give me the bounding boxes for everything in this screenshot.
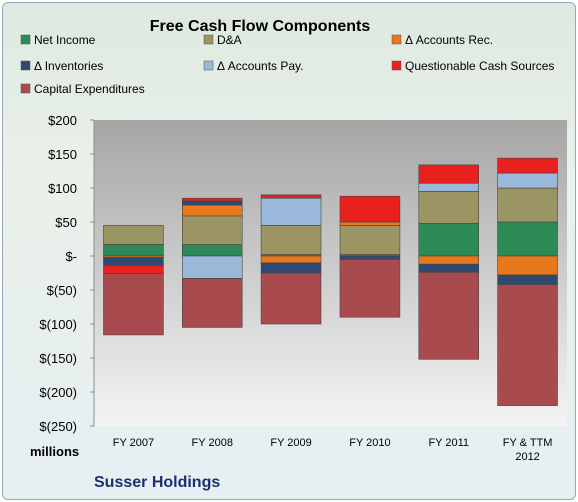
legend-label: Δ Inventories [34,59,103,73]
bar-segment [418,182,479,192]
bar-segment [103,225,164,245]
y-tick-label: $(200) [39,385,77,400]
bar-segment [103,273,164,336]
bar-segment [418,223,479,257]
bar-segment [497,187,558,223]
y-axis-ticks: $200 $150 $100 $50 $- $(50) $(100) $(150) $(200)… [39,113,94,434]
bar-segment [103,257,164,266]
legend-label: Net Income [34,33,96,47]
bar-segment [182,278,243,328]
bar-segment [418,255,479,265]
plot-area [94,120,567,426]
legend: Net Income D&A Δ Accounts Rec. Δ Inventorie… [20,33,554,96]
y-tick-label: $200 [48,113,77,128]
bar-segment [497,172,558,189]
bar-segment [260,225,322,255]
y-tick-label: $(150) [39,351,77,366]
bar-segment [182,200,243,206]
legend-swatch [203,34,214,45]
y-tick-label: $(50) [47,283,77,298]
x-category-label: FY & TTM 2012 [503,437,553,463]
chart-title: Free Cash Flow Components [150,18,371,35]
legend-swatch [391,60,402,71]
bars [103,157,558,406]
bar-segment [418,191,479,224]
y-tick-label: $150 [48,147,77,162]
legend-label: Questionable Cash Sources [405,59,554,73]
bar-segment [182,244,243,257]
y-tick-label: $(100) [39,317,77,332]
bar-segment [497,284,558,406]
bar-segment [339,225,401,255]
legend-label: Δ Accounts Pay. [217,59,304,73]
bar-segment [418,271,479,360]
bar-segment [497,221,558,257]
bar-segment [182,215,243,245]
bar-segment [418,263,479,273]
bar-segment [182,255,243,279]
bar-segment [103,265,164,274]
bar-segment [260,194,322,199]
bar-segment [497,255,558,276]
legend-label: D&A [217,33,242,47]
bar-segment [339,221,401,226]
bar-segment [182,204,243,217]
y-unit-label: millions [30,444,79,459]
y-tick-label: $- [65,249,77,264]
y-tick-label: $100 [48,181,77,196]
legend-swatch [203,60,214,71]
legend-swatch [391,34,402,45]
y-tick-label: $50 [55,215,77,230]
bar-segment [260,197,322,226]
x-category-label: FY 2011 [428,437,469,449]
legend-label: Δ Accounts Rec. [405,33,493,47]
x-category-label: FY 2009 [270,437,311,449]
bar-segment [339,255,401,260]
x-category-label: FY 2010 [349,437,390,449]
bar-segment [339,195,401,223]
x-category-label: FY 2007 [113,437,154,449]
bar-segment [182,197,243,202]
bar-segment [260,255,322,264]
x-category-label: FY 2008 [192,437,233,449]
company-name: Susser Holdings [94,474,220,491]
legend-swatch [20,60,31,71]
bar-segment [260,262,322,274]
bar-segment [418,164,479,184]
bar-segment [103,244,164,257]
bar-segment [339,259,401,318]
legend-swatch [20,83,31,94]
legend-label: Capital Expenditures [34,82,145,96]
bar-segment [260,272,322,325]
bar-segment [497,274,558,285]
y-tick-label: $(250) [39,419,77,434]
x-axis-labels: FY 2007 FY 2008 FY 2009 FY 2010 FY 2011 FY & … [113,437,553,463]
legend-swatch [20,34,31,45]
bar-segment [497,157,558,174]
